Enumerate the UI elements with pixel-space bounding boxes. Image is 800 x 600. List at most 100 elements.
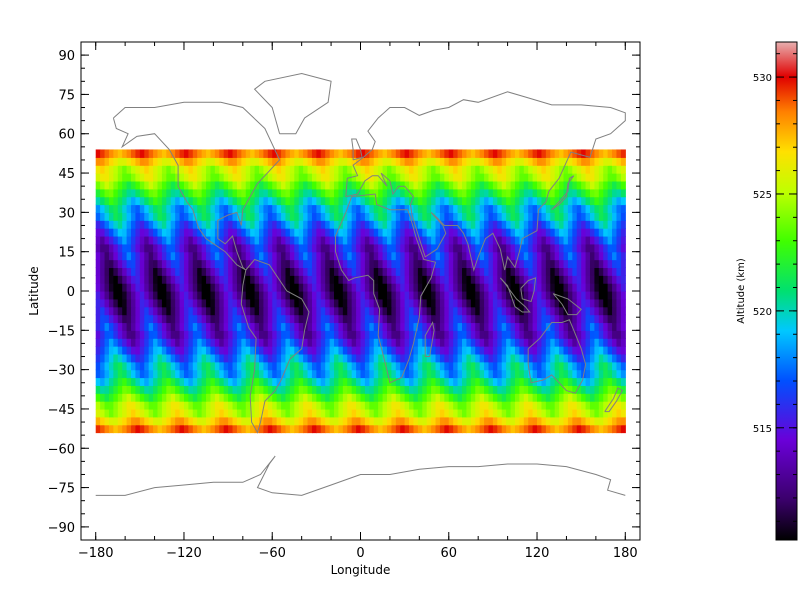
altitude-cell [391,204,397,213]
altitude-cell [232,180,238,190]
altitude-cell [395,361,401,371]
altitude-cell [400,306,406,316]
altitude-cell [126,369,132,379]
altitude-cell [338,408,344,418]
altitude-cell [139,416,145,426]
altitude-cell [153,180,159,190]
altitude-cell [223,283,229,292]
altitude-cell [400,235,406,245]
altitude-cell [422,235,428,245]
altitude-cell [201,385,207,394]
altitude-cell [113,353,119,363]
altitude-cell [382,188,388,198]
altitude-cell [153,393,159,402]
altitude-cell [192,196,198,206]
altitude-cell [603,267,609,276]
altitude-cell [378,259,384,269]
altitude-cell [294,361,300,371]
altitude-cell [131,385,137,394]
altitude-cell [545,283,551,292]
altitude-cell [594,338,600,347]
altitude-cell [236,346,242,355]
altitude-cell [201,416,207,426]
altitude-cell [373,314,379,324]
altitude-cell [620,291,626,300]
altitude-cell [139,393,145,402]
altitude-cell [157,212,163,221]
altitude-cell [382,204,388,213]
altitude-cell [298,346,304,355]
altitude-cell [616,165,622,174]
altitude-cell [289,424,295,434]
altitude-cell [607,283,613,292]
altitude-cell [259,283,265,292]
altitude-cell [572,385,578,394]
altitude-cell [523,165,529,174]
altitude-cell [422,259,428,269]
altitude-cell [183,322,189,331]
altitude-cell [126,173,132,182]
altitude-cell [585,212,591,221]
altitude-cell [559,180,565,190]
altitude-cell [201,377,207,386]
altitude-cell [550,353,556,363]
altitude-cell [426,291,432,300]
altitude-cell [294,149,300,158]
altitude-cell [479,408,485,418]
altitude-cell [298,259,304,269]
altitude-cell [307,361,313,371]
altitude-cell [409,416,415,426]
altitude-cell [347,353,353,363]
altitude-cell [232,361,238,371]
altitude-cell [267,204,273,213]
altitude-cell [620,228,626,237]
altitude-cell [170,330,176,339]
altitude-cell [484,243,490,253]
altitude-cell [409,322,415,331]
altitude-cell [139,353,145,363]
altitude-cell [528,165,534,174]
altitude-cell [170,393,176,402]
altitude-cell [422,377,428,386]
altitude-cell [395,157,401,166]
altitude-cell [338,291,344,300]
altitude-cell [139,173,145,182]
coastline [604,387,623,413]
altitude-cell [325,298,331,308]
altitude-cell [351,377,357,386]
altitude-cell [422,165,428,174]
altitude-cell [329,346,335,355]
altitude-cell [532,204,538,213]
altitude-cell [444,251,450,261]
altitude-cell [369,330,375,339]
altitude-cell [506,267,512,276]
altitude-cell [236,322,242,331]
altitude-cell [228,401,234,410]
y-tick-label: −45 [48,403,75,418]
altitude-cell [426,424,432,434]
altitude-cell [589,369,595,379]
altitude-cell [576,401,582,410]
altitude-cell [400,283,406,292]
altitude-cell [603,306,609,316]
altitude-cell [488,361,494,371]
altitude-cell [148,401,154,410]
altitude-cell [585,228,591,237]
altitude-cell [192,306,198,316]
altitude-cell [435,180,441,190]
altitude-cell [470,149,476,158]
y-tick-label: −75 [48,482,75,497]
altitude-cell [157,196,163,206]
altitude-cell [386,298,392,308]
altitude-cell [444,173,450,182]
altitude-cell [236,314,242,324]
altitude-cell [192,401,198,410]
altitude-cell [594,298,600,308]
altitude-cell [378,314,384,324]
altitude-cell [228,408,234,418]
altitude-cell [108,298,114,308]
altitude-cell [188,393,194,402]
altitude-cell [612,346,618,355]
altitude-cell [351,369,357,379]
altitude-cell [576,220,582,229]
